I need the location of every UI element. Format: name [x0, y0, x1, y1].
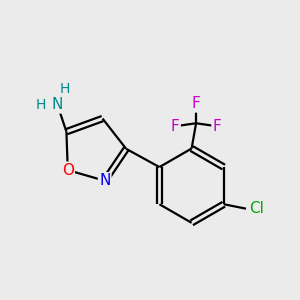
Text: F: F: [212, 119, 221, 134]
Text: H: H: [60, 82, 70, 96]
Text: O: O: [62, 163, 74, 178]
Text: N: N: [52, 98, 63, 112]
Text: N: N: [99, 173, 110, 188]
Text: F: F: [192, 96, 200, 111]
Text: H: H: [36, 98, 46, 112]
Text: F: F: [171, 119, 180, 134]
Text: Cl: Cl: [249, 201, 264, 216]
